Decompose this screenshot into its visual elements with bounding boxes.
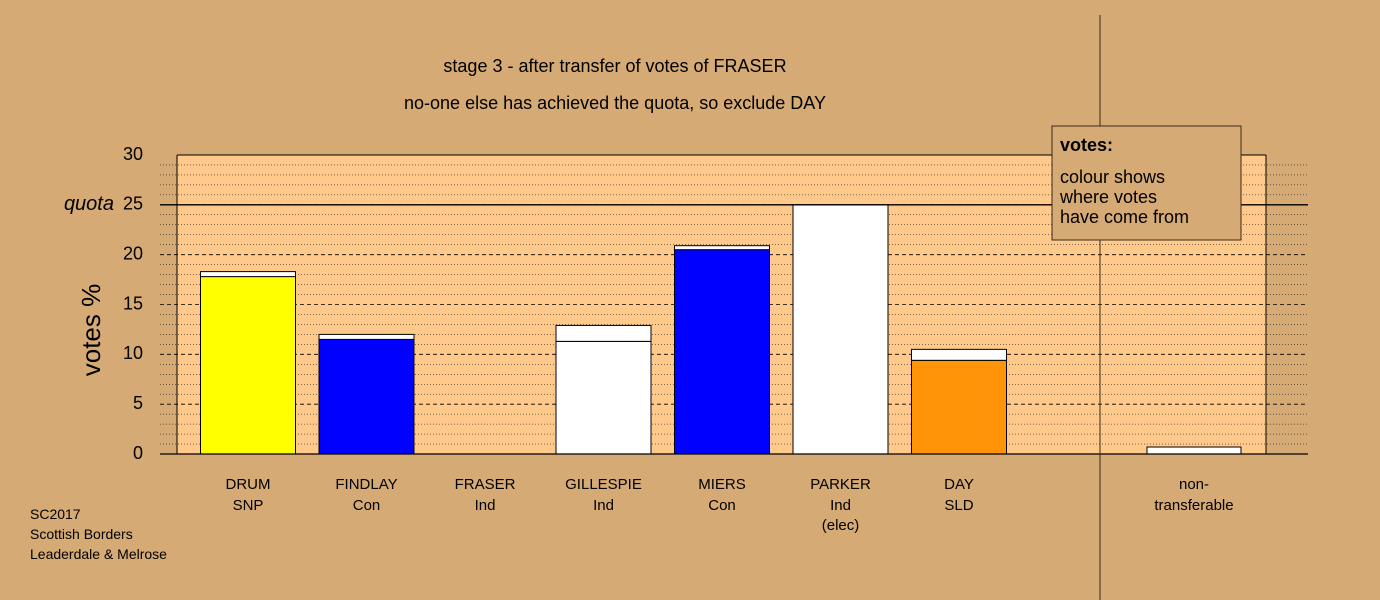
category-party: Con bbox=[708, 497, 736, 514]
legend-line-3: have come from bbox=[1060, 207, 1189, 227]
bar-miers bbox=[674, 249, 770, 455]
bar-drum bbox=[200, 276, 296, 455]
y-axis-label: votes % bbox=[76, 284, 106, 377]
category-party: Ind bbox=[593, 497, 614, 514]
bar-transfer-miers bbox=[674, 245, 770, 251]
bar-nontransferable bbox=[1146, 446, 1242, 455]
footer-line-3: Leaderdale & Melrose bbox=[30, 546, 167, 562]
category-party: Ind bbox=[475, 497, 496, 514]
category-name: FINDLAY bbox=[335, 476, 397, 493]
category-name: PARKER bbox=[810, 476, 871, 493]
footer-line-2: Scottish Borders bbox=[30, 526, 133, 542]
bar-parker bbox=[792, 204, 889, 455]
y-tick-label: 10 bbox=[123, 343, 143, 363]
category-name: MIERS bbox=[698, 476, 746, 493]
footer-line-1: SC2017 bbox=[30, 506, 81, 522]
bar-transfer-gillespie bbox=[555, 324, 652, 342]
bars bbox=[200, 204, 1242, 455]
bar-transfer-drum bbox=[200, 271, 296, 278]
category-party: Ind bbox=[830, 497, 851, 514]
chart-title: stage 3 - after transfer of votes of FRA… bbox=[443, 56, 786, 76]
bar-transfer-findlay bbox=[318, 333, 415, 340]
category-labels: DRUM SNP FINDLAY Con FRASER Ind GILLESPIE Ind MI… bbox=[226, 476, 974, 534]
y-tick-label: 15 bbox=[123, 293, 143, 313]
nontransferable-label-line1: non- bbox=[1179, 476, 1209, 493]
legend: votes: colour shows where votes have com… bbox=[1051, 125, 1242, 241]
category-party: SLD bbox=[944, 497, 973, 514]
category-name: GILLESPIE bbox=[565, 476, 642, 493]
y-tick-label: 5 bbox=[133, 393, 143, 413]
category-name: DAY bbox=[944, 476, 974, 493]
bar-transfer-day bbox=[911, 348, 1007, 361]
legend-box bbox=[1051, 125, 1242, 241]
chart-subtitle: no-one else has achieved the quota, so e… bbox=[404, 93, 826, 113]
y-tick-label: 25 bbox=[123, 194, 143, 214]
nontransferable-label-line2: transferable bbox=[1154, 497, 1233, 514]
legend-heading: votes: bbox=[1060, 135, 1113, 155]
bar-findlay bbox=[318, 338, 415, 455]
y-tick-label: 30 bbox=[123, 144, 143, 164]
category-note: (elec) bbox=[822, 517, 860, 534]
category-name: DRUM bbox=[226, 476, 271, 493]
y-tick-label: 0 bbox=[133, 443, 143, 463]
bar-day bbox=[911, 359, 1007, 455]
legend-line-1: colour shows bbox=[1060, 167, 1165, 187]
category-name: FRASER bbox=[455, 476, 516, 493]
bar-gillespie bbox=[555, 340, 652, 455]
category-party: Con bbox=[353, 497, 381, 514]
y-axis-ticks: 0 5 10 15 20 25 30 bbox=[123, 144, 143, 463]
legend-line-2: where votes bbox=[1059, 187, 1157, 207]
y-tick-label: 20 bbox=[123, 243, 143, 263]
quota-label: quota bbox=[64, 193, 114, 215]
category-party: SNP bbox=[233, 497, 264, 514]
